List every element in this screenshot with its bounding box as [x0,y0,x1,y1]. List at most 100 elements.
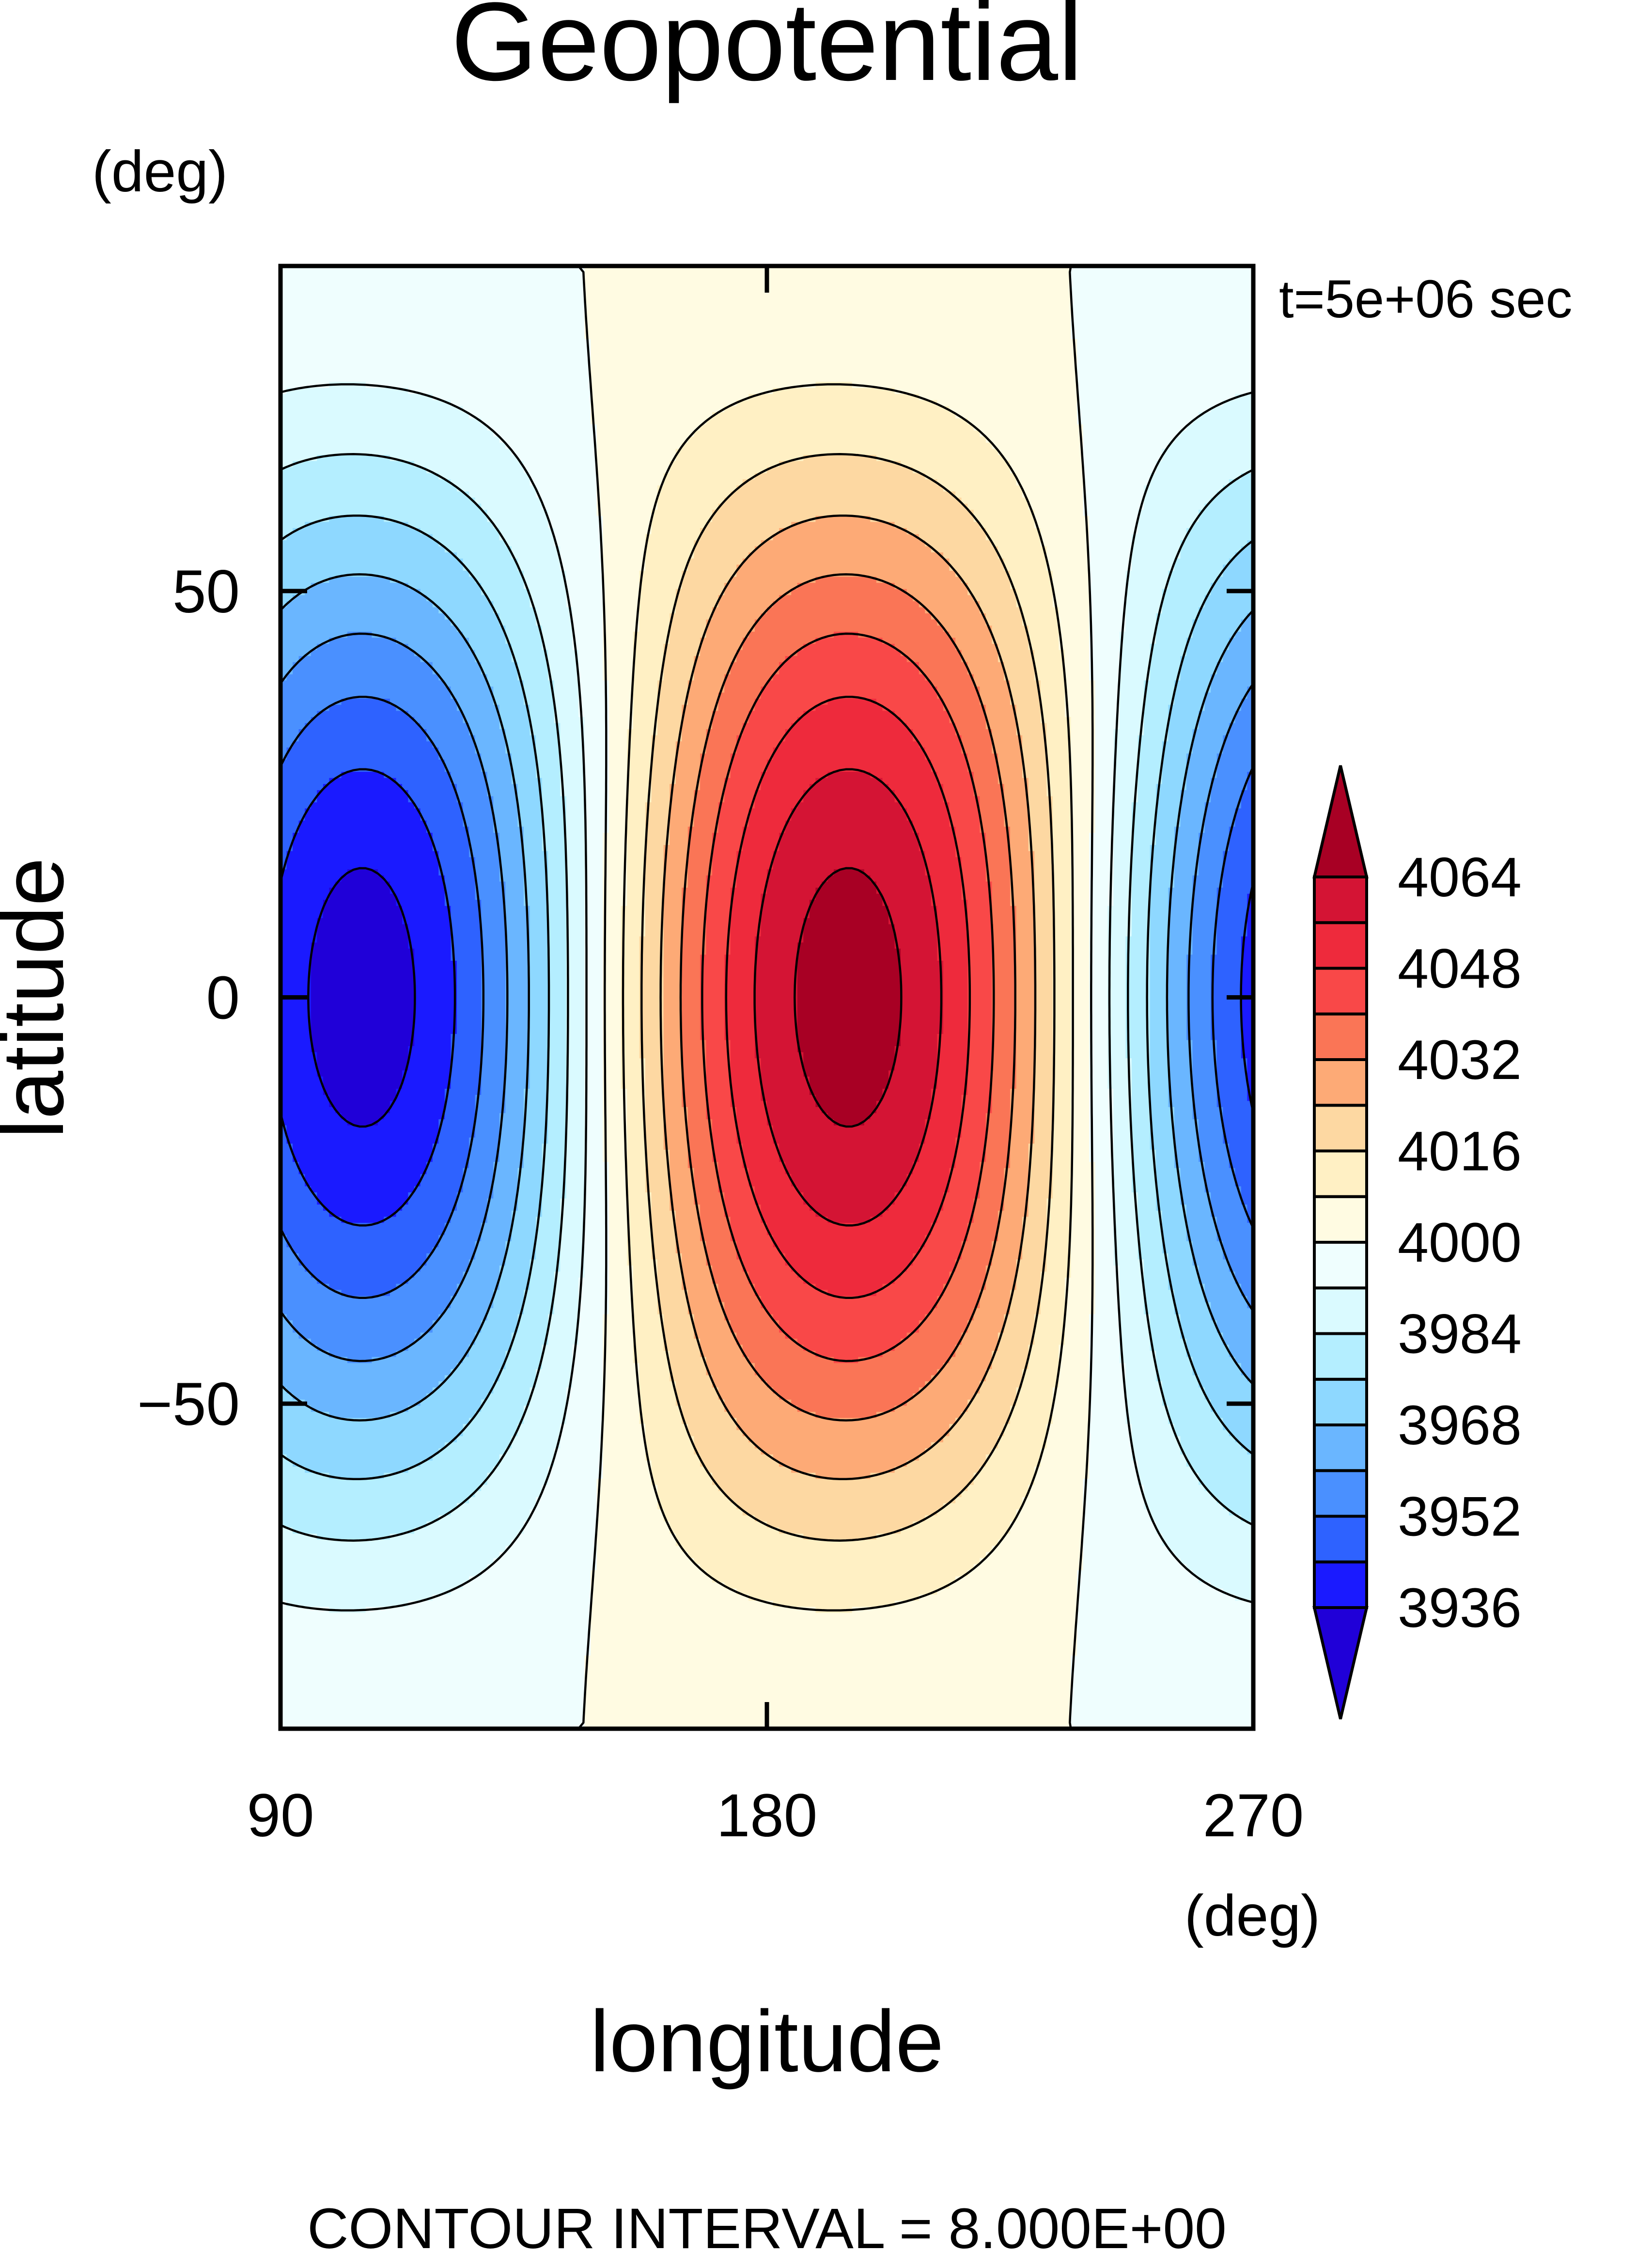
contour-fill-cell [281,1661,585,1669]
contour-interval-footer: CONTOUR INTERVAL = 8.000E+00 [307,2197,1227,2261]
contour-fill-cell [961,1107,993,1114]
contour-fill-cell [293,1320,433,1327]
contour-fill-cell [281,979,312,986]
contour-fill-cell [700,954,725,961]
contour-fill-cell [1059,643,1090,651]
contour-fill-cell [603,1424,646,1431]
contour-fill-cell [1034,936,1053,943]
contour-fill-cell [1223,1125,1253,1132]
contour-fill-cell [967,1320,1005,1327]
contour-fill-cell [694,796,725,803]
contour-fill-cell [1150,1131,1175,1138]
contour-fill-cell [511,552,561,559]
contour-fill-cell [973,674,1005,681]
contour-fill-cell [572,1357,603,1364]
contour-fill-cell [663,1052,683,1059]
contour-fill-cell [773,534,920,541]
contour-fill-cell [329,577,390,583]
contour-fill-cell [1168,735,1193,742]
contour-fill-cell [1113,796,1138,803]
contour-fill-cell [1052,1399,1090,1407]
contour-fill-cell [1168,1028,1187,1034]
contour-fill-cell [694,1198,725,1205]
contour-fill-cell [457,1503,537,1510]
contour-fill-cell [542,1168,567,1175]
contour-fill-cell [645,1442,695,1449]
contour-fill-cell [408,1192,457,1199]
contour-fill-cell [481,759,512,766]
contour-fill-cell [980,1180,1005,1187]
contour-fill-cell [584,1113,604,1120]
contour-fill-cell [1095,1235,1114,1242]
contour-fill-cell [724,790,755,797]
contour-fill-cell [1107,1021,1126,1029]
contour-fill-cell [687,1156,713,1163]
contour-fill-cell [481,961,506,968]
contour-fill-cell [475,577,524,583]
contour-fill-cell [499,1150,524,1157]
contour-fill-cell [1095,808,1114,815]
contour-fill-cell [572,607,603,614]
contour-fill-cell [603,1430,646,1437]
contour-fill-cell [992,930,1017,937]
contour-fill-cell [1168,1094,1193,1102]
contour-fill-cell [1040,704,1065,712]
contour-fill-cell [1034,985,1053,992]
contour-fill-cell [1156,1527,1253,1534]
contour-fill-cell [937,1509,1017,1516]
contour-fill-cell [566,924,585,931]
contour-fill-cell [281,704,330,712]
contour-fill-cell [548,912,567,919]
contour-fill-cell [767,875,828,882]
contour-fill-cell [1034,1113,1053,1120]
contour-fill-cell [1138,735,1169,742]
contour-fill-cell [481,1070,506,1077]
contour-fill-cell [475,1253,506,1260]
contour-fill-cell [736,1241,774,1248]
contour-fill-cell [1040,692,1065,699]
contour-fill-cell [1107,1070,1132,1077]
contour-fill-cell [621,1003,640,1010]
contour-fill-cell [1223,656,1253,663]
contour-fill-cell [286,674,439,681]
contour-fill-cell [1107,1009,1126,1016]
contour-fill-cell [712,1375,762,1382]
contour-fill-cell [913,729,956,736]
contour-fill-cell [475,1125,500,1132]
contour-fill-cell [1071,1034,1090,1041]
contour-fill-cell [505,985,530,992]
contour-fill-cell [1125,619,1156,626]
contour-fill-cell [931,1308,974,1315]
contour-fill-cell [1089,650,1120,657]
contour-fill-cell [985,1369,1023,1376]
contour-fill-cell [706,735,737,742]
contour-fill-cell [992,625,1029,632]
contour-fill-cell [754,1046,798,1053]
contour-fill-cell [901,1040,938,1047]
contour-fill-cell [444,759,482,766]
contour-fill-cell [627,796,652,803]
contour-fill-cell [293,1527,415,1534]
contour-fill-cell [682,1052,707,1059]
contour-fill-cell [639,1393,676,1400]
contour-fill-cell [1241,1009,1253,1016]
contour-fill-cell [931,766,968,772]
contour-fill-cell [584,278,1072,285]
contour-fill-cell [980,607,1023,614]
contour-fill-cell [913,1521,1011,1528]
contour-fill-cell [827,875,871,882]
contour-fill-cell [1211,1204,1248,1211]
contour-fill-cell [1199,1125,1224,1132]
contour-fill-cell [554,1308,579,1315]
contour-fill-cell [536,619,573,626]
contour-fill-cell [663,1326,695,1333]
contour-fill-cell [281,327,585,334]
contour-fill-cell [901,985,944,992]
contour-fill-cell [1150,1009,1169,1016]
contour-fill-cell [1241,1028,1253,1034]
contour-fill-cell [657,1491,725,1498]
contour-fill-cell [1132,1107,1151,1114]
contour-fill-cell [1199,607,1253,614]
contour-fill-cell [390,577,476,583]
contour-fill-cell [973,1472,1035,1480]
